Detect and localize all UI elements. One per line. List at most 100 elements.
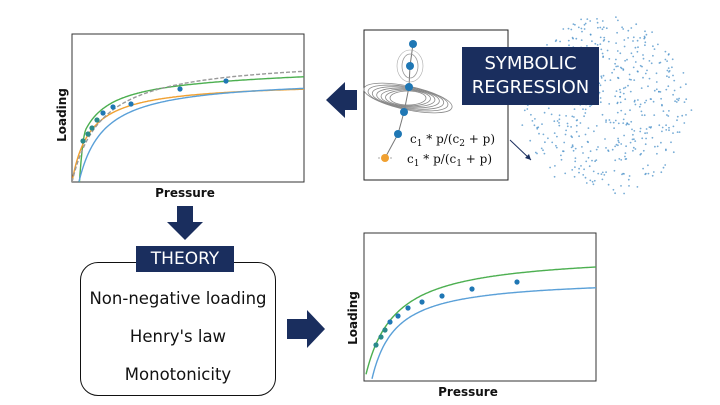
cloud-dot: [582, 174, 585, 176]
cloud-dot: [624, 152, 627, 155]
cloud-dot: [586, 18, 589, 20]
cloud-dot: [599, 26, 602, 29]
cloud-dot: [647, 172, 650, 175]
cloud-dot: [623, 39, 626, 41]
search-orbit: [389, 90, 427, 106]
cloud-dot: [652, 45, 654, 48]
cloud-dot: [672, 93, 674, 96]
cloud-dot: [635, 23, 638, 26]
data-point: [100, 110, 106, 116]
cloud-dot: [534, 151, 537, 154]
cloud-dot: [597, 172, 600, 175]
cloud-dot: [634, 140, 637, 143]
cloud-dot: [574, 23, 576, 26]
cloud-dot: [575, 124, 578, 127]
cloud-dot: [546, 44, 548, 46]
cloud-dot: [589, 33, 592, 36]
cloud-dot: [549, 166, 551, 169]
cloud-dot: [567, 27, 570, 30]
cloud-dot: [585, 160, 588, 163]
cloud-dot: [644, 101, 646, 104]
cloud-dot: [639, 127, 642, 130]
cloud-dot: [543, 111, 546, 114]
cloud-dot: [598, 91, 601, 94]
cloud-dot: [614, 159, 617, 162]
cloud-dot: [615, 16, 617, 18]
cloud-dot: [596, 18, 598, 20]
cloud-dot: [583, 115, 585, 118]
cloud-dot: [651, 136, 654, 139]
cloud-dot: [644, 41, 647, 44]
cloud-dot: [630, 120, 633, 123]
cloud-dot: [553, 175, 556, 178]
cloud-dot: [614, 192, 616, 195]
cloud-dot: [646, 132, 648, 134]
cloud-dot: [587, 156, 590, 159]
expression-1: c1 * p/(c2 + p): [410, 132, 495, 149]
cloud-dot: [620, 159, 623, 161]
cloud-dot: [632, 55, 635, 58]
cloud-dot: [622, 122, 625, 124]
symbolic-regression-line2: REGRESSION: [471, 77, 590, 98]
principle-henrys-law: Henry's law: [129, 327, 227, 346]
cloud-dot: [584, 22, 587, 25]
cloud-dot: [668, 129, 670, 132]
data-point: [223, 78, 229, 84]
cloud-dot: [662, 166, 665, 169]
cloud-dot: [628, 73, 631, 76]
cloud-dot: [633, 138, 635, 141]
tree-node: [406, 62, 414, 70]
cloud-dot: [642, 149, 645, 152]
cloud-dot: [574, 160, 577, 163]
cloud-dot: [651, 174, 654, 177]
cloud-dot: [666, 69, 669, 72]
cloud-dot: [599, 97, 602, 99]
cloud-dot: [658, 90, 660, 93]
cloud-dot: [614, 145, 616, 148]
cloud-dot: [601, 20, 604, 22]
cloud-dot: [553, 132, 556, 135]
tree-node: [400, 108, 408, 116]
cloud-dot: [534, 118, 536, 120]
cloud-dot: [632, 40, 634, 42]
cloud-dot: [580, 39, 583, 41]
cloud-dot: [677, 99, 680, 102]
tree-node: [409, 40, 417, 48]
cloud-dot: [647, 164, 649, 167]
cloud-dot: [685, 98, 688, 101]
cloud-dot: [607, 183, 610, 186]
cloud-dot: [655, 81, 658, 83]
cloud-dot: [642, 76, 644, 79]
symbolic-regression-label: SYMBOLIC REGRESSION: [462, 47, 599, 105]
cloud-dot: [661, 130, 663, 133]
cloud-dot: [595, 148, 598, 151]
cloud-dot: [617, 137, 619, 140]
cloud-dot: [616, 102, 619, 105]
cloud-dot: [658, 62, 661, 64]
principle-non-negative: Non-negative loading: [89, 289, 267, 308]
cloud-dot: [682, 72, 685, 74]
cloud-dot: [660, 97, 662, 100]
cloud-dot: [613, 127, 615, 129]
cloud-dot: [602, 90, 604, 93]
cloud-dot: [626, 122, 629, 125]
cloud-dot: [633, 79, 636, 81]
cloud-dot: [672, 132, 674, 135]
cloud-dot: [573, 116, 575, 118]
expression-cloud: [521, 16, 693, 195]
cloud-dot: [521, 124, 524, 126]
cloud-dot: [633, 100, 636, 103]
data-point: [405, 305, 411, 311]
cloud-dot: [570, 126, 572, 128]
cloud-dot: [646, 69, 648, 72]
cloud-dot: [674, 100, 676, 103]
cloud-dot: [683, 101, 686, 103]
search-orbit: [401, 53, 419, 79]
cloud-dot: [580, 27, 583, 30]
cloud-dot: [586, 45, 588, 47]
cloud-dot: [620, 185, 622, 187]
cloud-dot: [584, 112, 587, 114]
cloud-dot: [584, 108, 587, 111]
cloud-dot: [661, 103, 663, 106]
cloud-dot: [655, 88, 658, 91]
